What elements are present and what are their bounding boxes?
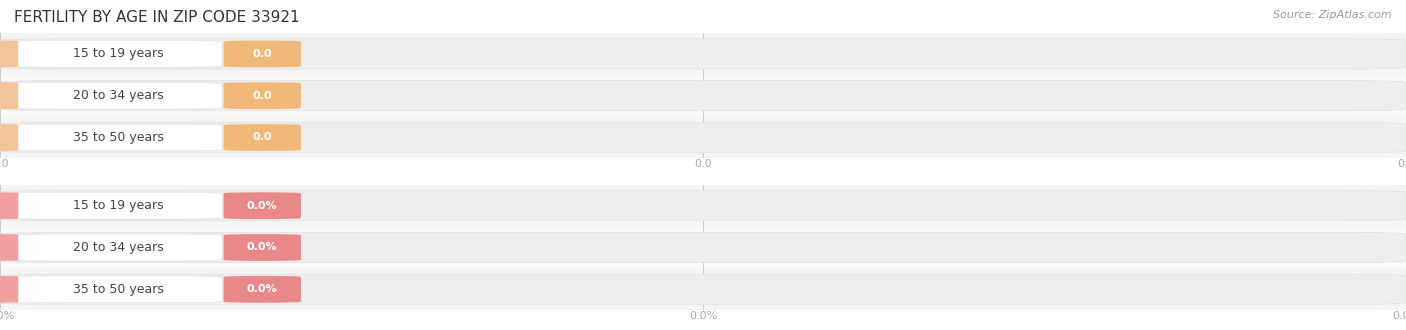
Bar	[0, 75, 1406, 116]
Text: 0.0: 0.0	[253, 91, 271, 101]
Bar	[0, 268, 1406, 310]
FancyBboxPatch shape	[224, 234, 301, 261]
FancyBboxPatch shape	[0, 81, 1406, 111]
FancyBboxPatch shape	[0, 82, 18, 109]
FancyBboxPatch shape	[224, 124, 301, 151]
Text: 0.0: 0.0	[253, 49, 271, 59]
FancyBboxPatch shape	[4, 124, 222, 151]
Text: 0.0%: 0.0%	[247, 284, 277, 294]
Text: 20 to 34 years: 20 to 34 years	[73, 241, 163, 254]
Text: 0.0%: 0.0%	[247, 201, 277, 211]
Text: 20 to 34 years: 20 to 34 years	[73, 89, 163, 102]
Text: 0.0: 0.0	[0, 159, 8, 169]
Wedge shape	[0, 82, 4, 109]
FancyBboxPatch shape	[4, 234, 222, 261]
Text: 15 to 19 years: 15 to 19 years	[73, 199, 163, 212]
Text: 0.0%: 0.0%	[247, 243, 277, 252]
FancyBboxPatch shape	[4, 41, 222, 67]
Text: 0.0: 0.0	[253, 133, 271, 143]
Text: 35 to 50 years: 35 to 50 years	[73, 283, 163, 296]
FancyBboxPatch shape	[0, 276, 18, 303]
FancyBboxPatch shape	[4, 192, 222, 219]
FancyBboxPatch shape	[0, 191, 1406, 221]
FancyBboxPatch shape	[0, 124, 18, 151]
FancyBboxPatch shape	[224, 41, 301, 67]
FancyBboxPatch shape	[4, 276, 222, 303]
FancyBboxPatch shape	[0, 232, 1406, 263]
Text: Source: ZipAtlas.com: Source: ZipAtlas.com	[1274, 10, 1392, 20]
Text: 15 to 19 years: 15 to 19 years	[73, 48, 163, 60]
FancyBboxPatch shape	[4, 82, 222, 109]
FancyBboxPatch shape	[224, 192, 301, 219]
Text: FERTILITY BY AGE IN ZIP CODE 33921: FERTILITY BY AGE IN ZIP CODE 33921	[14, 10, 299, 25]
FancyBboxPatch shape	[0, 122, 1406, 152]
Text: 0.0%: 0.0%	[0, 311, 14, 321]
Wedge shape	[0, 192, 4, 219]
Text: 0.0%: 0.0%	[689, 311, 717, 321]
Bar	[0, 33, 1406, 75]
Text: 0.0: 0.0	[1398, 159, 1406, 169]
Text: 0.0%: 0.0%	[1392, 311, 1406, 321]
Bar	[0, 227, 1406, 268]
Bar	[0, 116, 1406, 158]
Wedge shape	[0, 41, 4, 67]
Wedge shape	[0, 276, 4, 303]
Wedge shape	[0, 234, 4, 261]
Bar	[0, 185, 1406, 227]
FancyBboxPatch shape	[0, 192, 18, 219]
FancyBboxPatch shape	[0, 234, 18, 261]
FancyBboxPatch shape	[224, 82, 301, 109]
Wedge shape	[0, 124, 4, 151]
FancyBboxPatch shape	[0, 274, 1406, 304]
Text: 0.0: 0.0	[695, 159, 711, 169]
FancyBboxPatch shape	[224, 276, 301, 303]
FancyBboxPatch shape	[0, 41, 18, 67]
Text: 35 to 50 years: 35 to 50 years	[73, 131, 163, 144]
FancyBboxPatch shape	[0, 39, 1406, 69]
